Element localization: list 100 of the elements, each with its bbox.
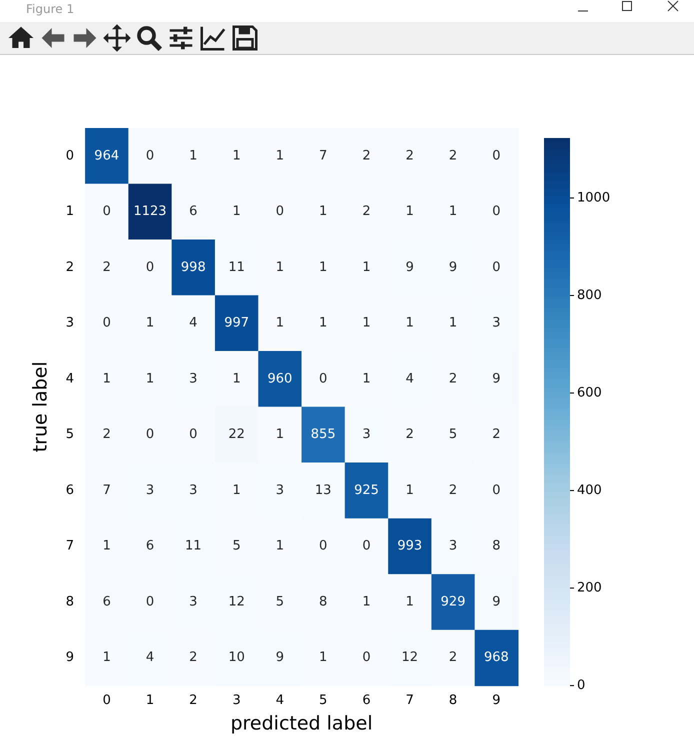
data-label: 3 xyxy=(362,427,371,442)
caption: Figure 1 xyxy=(26,2,74,16)
x-tick-label: 9 xyxy=(492,692,500,708)
data-label: 925 xyxy=(354,482,379,498)
data-label: 1 xyxy=(276,148,284,164)
y-tick-label: 7 xyxy=(66,538,74,554)
data-label: 11 xyxy=(185,538,202,554)
data-label: 1 xyxy=(232,371,241,386)
data-label: 9 xyxy=(276,650,284,666)
data-label: 11 xyxy=(228,260,245,275)
data-label: 8 xyxy=(319,594,328,610)
y-tick-label: 6 xyxy=(66,482,74,498)
data-label: 12 xyxy=(401,650,418,666)
data-label: 2 xyxy=(406,427,414,442)
data-label: 7 xyxy=(102,482,111,498)
color-bar-label: 200 xyxy=(577,580,602,596)
x-tick-label: 4 xyxy=(276,692,284,708)
x-tick-label: 7 xyxy=(406,692,414,708)
data-label: 0 xyxy=(492,260,500,275)
y-tick-label: 5 xyxy=(66,427,74,442)
data-label: 1 xyxy=(102,538,111,554)
data-label: 0 xyxy=(146,594,154,610)
data-label: 3 xyxy=(276,482,284,498)
data-label: 1 xyxy=(102,650,111,666)
x-tick-label: 2 xyxy=(189,692,198,708)
color-bar-label: 400 xyxy=(577,482,602,498)
color-bar-label: 0 xyxy=(577,678,586,693)
data-label: 1 xyxy=(362,594,371,610)
data-label: 1 xyxy=(146,371,154,386)
data-label: 0 xyxy=(319,371,328,386)
data-label: 10 xyxy=(228,650,245,666)
data-label: 9 xyxy=(406,260,414,275)
data-label: 0 xyxy=(102,204,111,220)
data-label: 5 xyxy=(232,538,241,554)
data-label: 2 xyxy=(189,650,198,666)
data-label: 1 xyxy=(276,427,284,442)
data-label: 1 xyxy=(146,316,154,331)
data-label: 6 xyxy=(146,538,154,554)
data-label: 22 xyxy=(228,427,245,442)
data-label: 1 xyxy=(102,371,111,386)
x-tick-label: 1 xyxy=(146,692,154,708)
data-label: 0 xyxy=(189,427,198,442)
data-label: 0 xyxy=(492,482,500,498)
data-label: 1 xyxy=(362,316,371,331)
data-label: 5 xyxy=(276,594,284,610)
x-tick-label: 3 xyxy=(232,692,241,708)
color-bar-label: 1000 xyxy=(577,190,610,206)
data-label: 0 xyxy=(146,427,154,442)
data-label: 1 xyxy=(319,316,328,331)
data-label: 4 xyxy=(189,316,198,331)
data-label: 13 xyxy=(314,482,332,498)
data-label: 3 xyxy=(146,482,154,498)
data-label: 2 xyxy=(362,204,371,220)
data-label: 3 xyxy=(448,538,458,554)
data-label: 0 xyxy=(146,148,154,164)
data-label: 1 xyxy=(448,316,458,331)
data-label: 2 xyxy=(448,371,458,386)
data-label: 960 xyxy=(267,371,292,386)
data-label: 9 xyxy=(492,594,500,610)
y-tick-label: 2 xyxy=(66,260,74,275)
y-tick-label: 3 xyxy=(66,316,74,331)
data-label: 998 xyxy=(180,260,206,275)
data-label: 1 xyxy=(319,650,328,666)
color-bar-label: 800 xyxy=(577,288,602,303)
data-label: 0 xyxy=(276,204,284,220)
data-label: 3 xyxy=(492,316,500,331)
data-label: 2 xyxy=(448,148,458,164)
data-label: 1 xyxy=(232,204,241,220)
data-label: 2 xyxy=(448,482,458,498)
data-label: 9 xyxy=(492,371,500,386)
data-label: 2 xyxy=(102,260,111,275)
y-axis-title: true label xyxy=(29,361,52,452)
data-label: 0 xyxy=(319,538,328,554)
data-label: 0 xyxy=(102,316,111,331)
data-label: 1 xyxy=(362,371,371,386)
data-label: 1 xyxy=(276,316,284,331)
data-label: 855 xyxy=(310,427,336,442)
x-tick-label: 5 xyxy=(319,692,328,708)
color-bar-label: 600 xyxy=(577,385,602,400)
data-label: 1 xyxy=(319,204,328,220)
data-label: 12 xyxy=(228,594,245,610)
data-label: 3 xyxy=(189,594,198,610)
x-tick-label: 0 xyxy=(102,692,111,708)
y-tick-label: 0 xyxy=(66,148,74,164)
data-label: 1 xyxy=(406,316,414,331)
data-label: 6 xyxy=(102,594,111,610)
x-tick-label: 8 xyxy=(448,692,458,708)
data-label: 1 xyxy=(319,260,328,275)
data-label: 9 xyxy=(448,260,458,275)
y-tick-label: 1 xyxy=(66,204,74,220)
data-label: 5 xyxy=(448,427,458,442)
data-label: 8 xyxy=(492,538,500,554)
data-label: 997 xyxy=(224,316,250,331)
data-label: 2 xyxy=(102,427,111,442)
data-label: 1 xyxy=(362,260,371,275)
data-label: 993 xyxy=(397,538,422,554)
data-label: 1 xyxy=(448,204,458,220)
data-label: 2 xyxy=(362,148,371,164)
y-tick-label: 8 xyxy=(66,594,74,610)
data-label: 3 xyxy=(189,482,198,498)
